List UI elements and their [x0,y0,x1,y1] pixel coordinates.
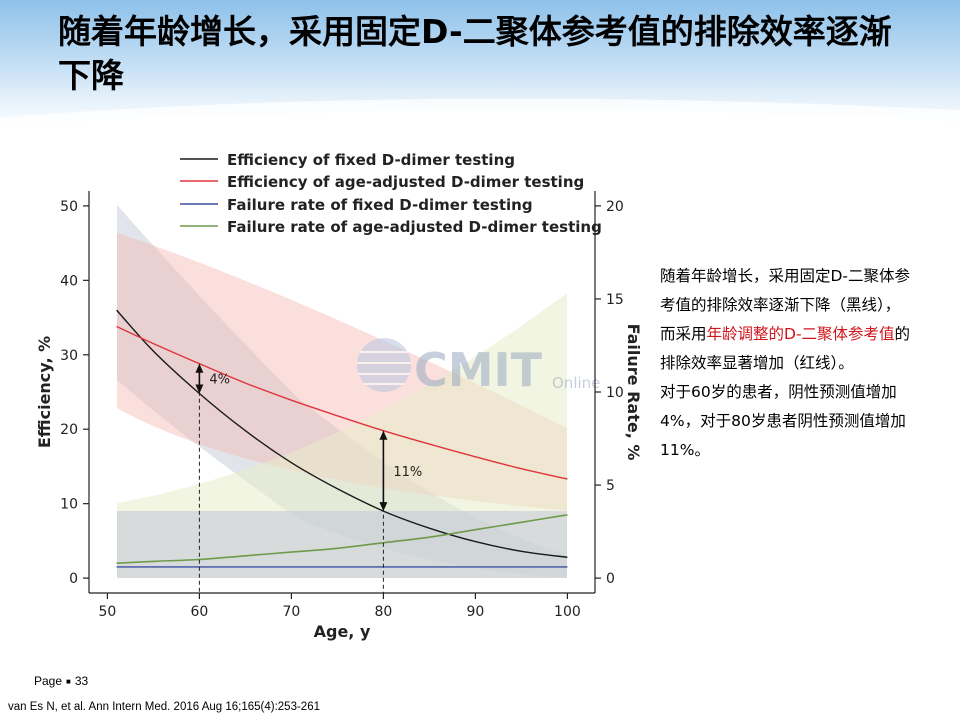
x-tick-label: 90 [466,604,484,620]
explanation-paragraph-1: 随着年龄增长，采用固定D-二聚体参考值的排除效率逐渐下降（黑线），而采用年龄调整… [660,262,915,378]
y-tick-label-left: 20 [60,422,78,438]
watermark-text: CMIT [414,343,543,397]
header-swoosh [0,98,960,150]
explanation-text: 随着年龄增长，采用固定D-二聚体参考值的排除效率逐渐下降（黑线），而采用年龄调整… [660,262,915,465]
y-tick-label-right: 0 [606,571,615,587]
y-tick-label-right: 20 [606,199,624,215]
explanation-part-1: 随着年龄增长，采用固定D-二聚体参考值的排除效率逐渐下降（黑线），而采用 [660,267,911,343]
explanation-highlight: 年龄调整的D-二聚体参考值 [706,325,895,343]
y-tick-label-left: 10 [60,497,78,513]
arrow-down-icon [379,502,388,512]
explanation-part-2: 的排除效率显著增加（红线）。 [660,325,911,372]
band-fixed-failure [117,511,567,578]
explanation-paragraph-2: 对于60岁的患者，阴性预测值增加4%，对于80岁患者阴性预测值增加11%。 [660,383,906,459]
y-tick-label-right: 10 [606,385,624,401]
arrow-down-icon [195,384,204,394]
legend-label-age-failure: Failure rate of age-adjusted D-dimer tes… [227,218,602,236]
x-tick-label: 100 [554,604,581,620]
page-label: Page [34,674,63,688]
y-tick-label-left: 50 [60,199,78,215]
legend-label-age-efficiency: Efficiency of age-adjusted D-dimer testi… [227,173,584,191]
x-axis-label: Age, y [314,622,371,641]
arrow-up-icon [195,363,204,373]
page-number: 33 [74,674,89,688]
annotation-label: 4% [209,373,230,388]
page-footer: Page ■ 33 [34,674,88,688]
y-axis-label-left: Efficiency, % [35,336,54,448]
annotation-label: 11% [393,465,422,480]
arrow-up-icon [379,430,388,440]
x-tick-label: 60 [190,604,208,620]
chart-legend: Efficiency of fixed D-dimer testing Effi… [180,151,602,236]
x-tick-label: 50 [98,604,116,620]
legend-label-fixed-efficiency: Efficiency of fixed D-dimer testing [227,151,515,169]
watermark-sub: Online [552,374,600,392]
x-tick-label: 70 [282,604,300,620]
y-tick-label-right: 5 [606,478,615,494]
band-age-failure [117,293,567,578]
cmit-watermark: CMIT Online [357,338,600,397]
y-axis-label-right: Failure Rate, % [624,324,640,461]
page-separator-icon: ■ [66,677,71,687]
y-tick-label-left: 40 [60,273,78,289]
reference-citation: van Es N, et al. Ann Intern Med. 2016 Au… [8,701,320,713]
slide-title: 随着年龄增长，采用固定D-二聚体参考值的排除效率逐渐下降 [58,12,892,95]
y-tick-label-left: 0 [69,571,78,587]
y-tick-label-right: 15 [606,292,624,308]
x-tick-label: 80 [374,604,392,620]
series-line-age-failure [116,514,568,564]
series-line-age-efficiency [116,325,568,480]
series-line-fixed-efficiency [116,309,568,558]
efficiency-chart: CMIT Online 50 60 70 80 90 100 0 10 20 30 40 50 0 5 10… [35,151,640,641]
legend-label-fixed-failure: Failure rate of fixed D-dimer testing [227,196,533,214]
y-tick-label-left: 30 [60,348,78,364]
